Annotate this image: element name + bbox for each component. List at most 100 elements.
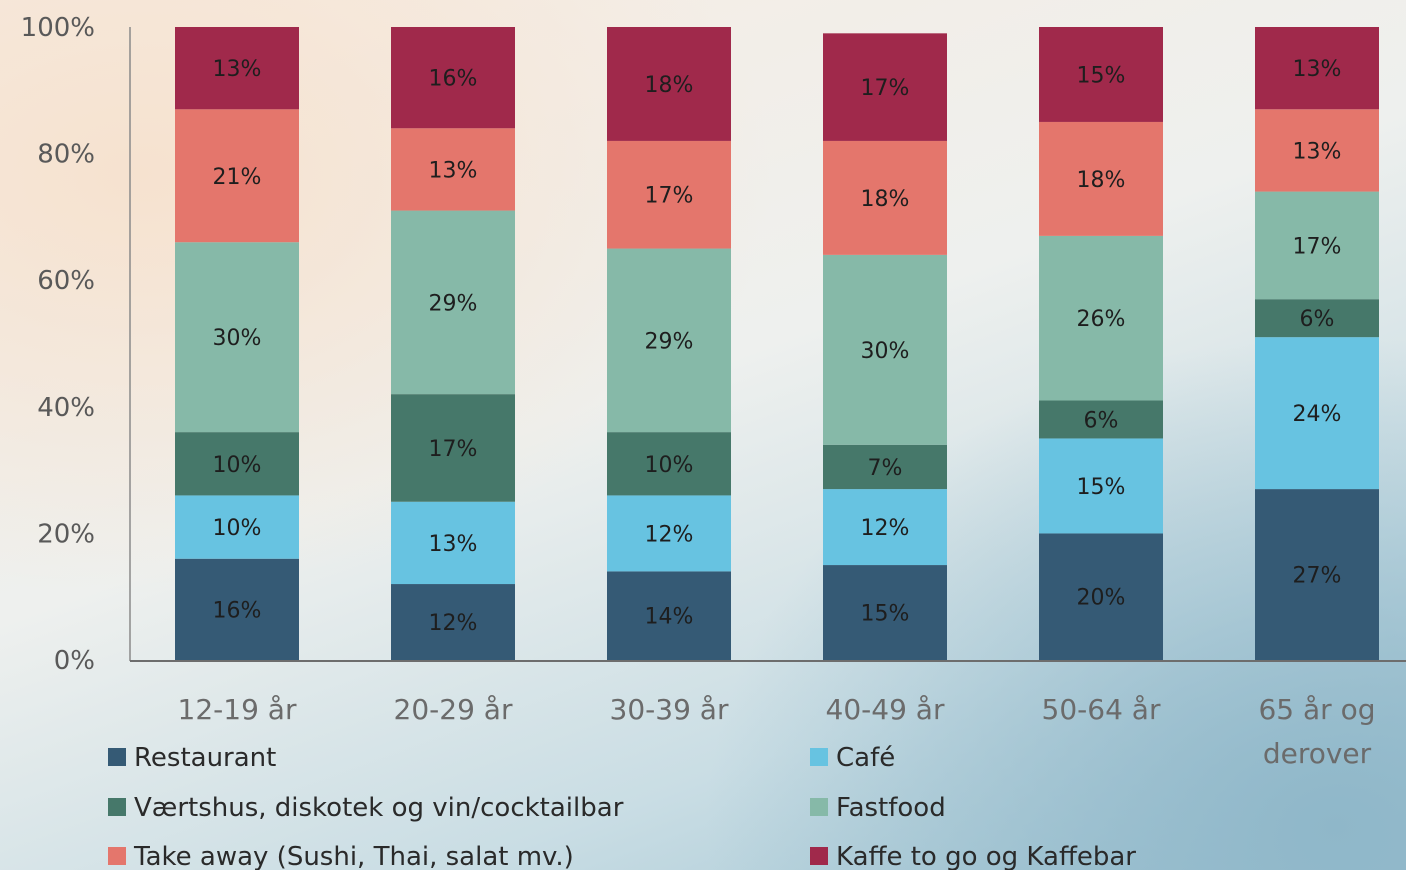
data-label: 15% [1077, 63, 1126, 88]
legend-label: Restaurant [134, 743, 276, 773]
data-label: 7% [868, 456, 903, 481]
bar-segment-restaurant [391, 584, 515, 660]
bar-segment-fastfood [607, 248, 731, 433]
data-label: 18% [1077, 168, 1126, 193]
bar-segment-fastfood [823, 254, 947, 445]
legend-swatch [810, 798, 828, 816]
y-tick-label: 60% [37, 266, 95, 296]
data-label: 16% [213, 598, 262, 623]
bar-segment-restaurant [1255, 489, 1379, 660]
data-label: 12% [429, 611, 478, 636]
bar-segment-kaffe-to-go-og-kaffebar [1255, 27, 1379, 110]
bar-segment-take-away-sushi-thai-salat-mv [391, 128, 515, 211]
bar-segment-kaffe-to-go-og-kaffebar [823, 33, 947, 141]
bar-stack [175, 27, 299, 660]
legend-swatch [108, 748, 126, 766]
bars [175, 27, 1379, 660]
data-label: 13% [1293, 57, 1342, 82]
data-label: 15% [1077, 475, 1126, 500]
data-labels: 16% 10% 10% 30% 21% 13% 12% 13% 17% 29% 13% 16% 14% 1… [213, 57, 1342, 636]
bar-segment-restaurant [1039, 533, 1163, 660]
bar-segment-take-away-sushi-thai-salat-mv [1255, 109, 1379, 192]
data-label: 26% [1077, 307, 1126, 332]
bar-stack [823, 33, 947, 660]
bar-segment-v-rtshus-diskotek-og-vin-cocktailbar [1039, 400, 1163, 439]
bar-segment-restaurant [823, 565, 947, 660]
y-tick-label: 0% [54, 646, 95, 676]
legend-label: Take away (Sushi, Thai, salat mv.) [133, 842, 574, 870]
data-label: 6% [1300, 307, 1335, 332]
bar-stack [1039, 27, 1163, 660]
legend: Restaurant Café Værtshus, diskotek og vin/… [108, 743, 1136, 870]
legend-item: Take away (Sushi, Thai, salat mv.) [108, 842, 574, 870]
y-tick-label: 40% [37, 393, 95, 423]
bar-segment-fastfood [1039, 235, 1163, 401]
y-axis-ticks: 0% 20% 40% 60% 80% 100% [21, 13, 95, 676]
data-label: 13% [429, 532, 478, 557]
axes [129, 27, 1406, 662]
data-label: 16% [429, 67, 478, 92]
data-label: 17% [429, 437, 478, 462]
x-axis-labels: 12-19 år 20-29 år 30-39 år 40-49 år 50-64 år… [178, 693, 1376, 770]
bar-segment-take-away-sushi-thai-salat-mv [175, 109, 299, 243]
data-label: 24% [1293, 402, 1342, 427]
bar-segment-kaffe-to-go-og-kaffebar [1039, 27, 1163, 122]
bar-segment-take-away-sushi-thai-salat-mv [823, 140, 947, 255]
bar-segment-caf [607, 495, 731, 572]
bar-segment-caf [823, 489, 947, 566]
data-label: 17% [1293, 234, 1342, 259]
legend-item: Café [810, 743, 895, 773]
bar-stack [1255, 27, 1379, 660]
y-tick-label: 20% [37, 519, 95, 549]
x-tick-label: 65 år og derover [1258, 693, 1375, 770]
legend-item: Værtshus, diskotek og vin/cocktailbar [108, 793, 624, 823]
data-label: 30% [213, 326, 262, 351]
data-label: 14% [645, 605, 694, 630]
bar-segment-caf [1255, 337, 1379, 490]
data-label: 15% [861, 602, 910, 627]
bar-segment-v-rtshus-diskotek-og-vin-cocktailbar [391, 394, 515, 502]
data-label: 10% [213, 453, 262, 478]
legend-swatch [810, 748, 828, 766]
data-label: 13% [429, 158, 478, 183]
x-tick-label: 12-19 år [178, 693, 297, 726]
bar-segment-restaurant [607, 571, 731, 660]
legend-swatch [108, 847, 126, 865]
bar-segment-caf [175, 495, 299, 559]
bar-segment-v-rtshus-diskotek-og-vin-cocktailbar [823, 444, 947, 490]
data-label: 18% [861, 187, 910, 212]
bar-segment-v-rtshus-diskotek-og-vin-cocktailbar [175, 432, 299, 496]
x-tick-label: 40-49 år [826, 693, 945, 726]
legend-item: Kaffe to go og Kaffebar [810, 842, 1136, 870]
data-label: 29% [645, 329, 694, 354]
legend-item: Fastfood [810, 793, 946, 823]
legend-item: Restaurant [108, 743, 276, 773]
data-label: 12% [861, 516, 910, 541]
x-tick-label: 20-29 år [394, 693, 513, 726]
data-label: 12% [645, 522, 694, 547]
data-label: 29% [429, 291, 478, 316]
data-label: 21% [213, 165, 262, 190]
data-label: 6% [1084, 408, 1119, 433]
legend-label: Værtshus, diskotek og vin/cocktailbar [134, 793, 624, 823]
data-label: 10% [645, 453, 694, 478]
data-label: 27% [1293, 564, 1342, 589]
bar-segment-kaffe-to-go-og-kaffebar [175, 27, 299, 110]
legend-swatch [108, 798, 126, 816]
y-tick-label: 100% [21, 13, 95, 43]
data-label: 17% [645, 184, 694, 209]
bar-segment-v-rtshus-diskotek-og-vin-cocktailbar [607, 432, 731, 496]
bar-segment-caf [1039, 438, 1163, 534]
x-tick-label: 50-64 år [1042, 693, 1161, 726]
data-label: 10% [213, 516, 262, 541]
legend-label: Café [836, 743, 895, 773]
data-label: 13% [1293, 139, 1342, 164]
data-label: 17% [861, 76, 910, 101]
bar-stack [391, 27, 515, 660]
data-label: 30% [861, 339, 910, 364]
bar-segment-fastfood [1255, 191, 1379, 300]
bar-segment-fastfood [175, 242, 299, 433]
bar-segment-kaffe-to-go-og-kaffebar [607, 27, 731, 141]
data-label: 18% [645, 73, 694, 98]
